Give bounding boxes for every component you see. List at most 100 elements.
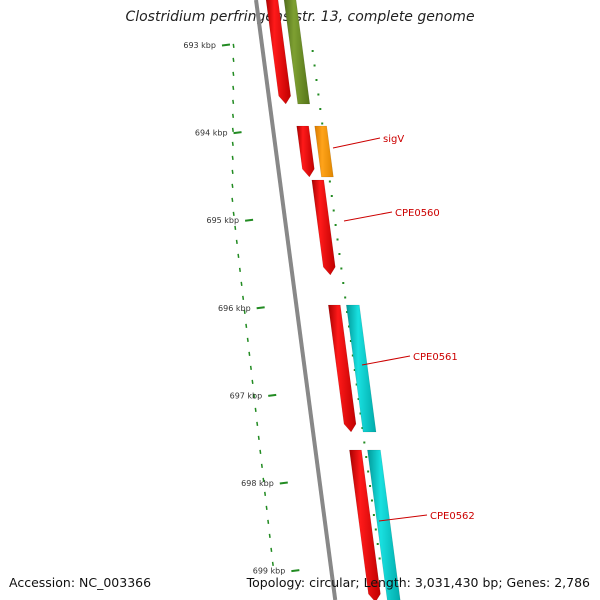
outer-ring-dot bbox=[313, 64, 316, 67]
kbp-tick-label: 693 kbp bbox=[183, 41, 216, 50]
ring-dot bbox=[259, 449, 262, 454]
gene-label[interactable]: CPE0561 bbox=[413, 352, 458, 363]
cyan-feature-bar[interactable] bbox=[367, 449, 401, 600]
outer-ring-dot bbox=[363, 441, 366, 444]
outer-ring-dot bbox=[338, 253, 341, 255]
cds-arrow[interactable] bbox=[349, 449, 381, 600]
sigv-feature-bar[interactable] bbox=[314, 125, 334, 178]
ring-dot bbox=[267, 519, 270, 524]
cds-arrow[interactable] bbox=[328, 304, 357, 433]
outer-ring-dot bbox=[349, 340, 352, 342]
label-leader-line bbox=[378, 514, 428, 522]
ring-dot bbox=[270, 547, 273, 552]
ring-dot bbox=[238, 267, 241, 272]
ring-dot bbox=[231, 141, 234, 146]
ring-dot bbox=[271, 561, 274, 566]
gc-dotted-ring bbox=[231, 43, 274, 566]
outer-ring-dot bbox=[370, 499, 373, 502]
gene-label[interactable]: CPE0560 bbox=[395, 208, 440, 219]
ring-dot bbox=[232, 113, 235, 118]
outer-ring-dot bbox=[328, 180, 331, 183]
cds-arrow[interactable] bbox=[265, 0, 291, 105]
outer-ring-dot bbox=[353, 369, 356, 371]
gene-label[interactable]: CPE0562 bbox=[430, 511, 475, 522]
kbp-tick-label: 695 kbp bbox=[206, 216, 239, 225]
olive-feature-bar[interactable] bbox=[283, 0, 311, 105]
ring-dot bbox=[234, 225, 237, 230]
outer-ring-dot bbox=[359, 412, 362, 415]
kbp-tick bbox=[244, 218, 254, 222]
outer-dotted-ring bbox=[311, 50, 381, 560]
feature-track bbox=[265, 0, 401, 600]
ring-dot bbox=[246, 337, 249, 342]
ring-dot bbox=[260, 463, 263, 468]
ring-dot bbox=[248, 351, 251, 356]
outer-ring-dot bbox=[374, 528, 377, 531]
kbp-tick-label: 696 kbp bbox=[218, 304, 251, 313]
kbp-tick bbox=[268, 393, 277, 397]
kbp-ruler: 693 kbp 694 kbp 695 kbp 696 kbp 697 kbp 698 k… bbox=[183, 41, 300, 576]
accession-text: Accession: NC_003366 bbox=[9, 575, 152, 590]
outer-ring-dot bbox=[340, 267, 343, 270]
kbp-tick bbox=[233, 131, 242, 135]
outer-ring-dot bbox=[351, 354, 354, 357]
ring-dot bbox=[231, 155, 234, 160]
kbp-tick bbox=[256, 306, 265, 310]
kbp-tick bbox=[279, 481, 288, 485]
ring-dot bbox=[251, 379, 254, 384]
outer-ring-dot bbox=[330, 195, 333, 197]
ring-dot bbox=[265, 505, 268, 510]
outer-ring-dot bbox=[317, 93, 320, 96]
backbone-line bbox=[254, 0, 338, 600]
ring-dot bbox=[231, 183, 234, 188]
ring-dot bbox=[243, 309, 246, 314]
kbp-tick-label: 697 kbp bbox=[230, 391, 263, 400]
outer-ring-dot bbox=[342, 282, 345, 284]
outer-ring-dot bbox=[357, 398, 360, 400]
ring-dot bbox=[249, 365, 252, 370]
outer-ring-dot bbox=[378, 557, 381, 560]
ring-dot bbox=[256, 421, 259, 426]
ring-dot bbox=[268, 533, 271, 538]
map-title: Clostridium perfringens str. 13, complet… bbox=[125, 9, 475, 25]
outer-ring-dot bbox=[336, 238, 339, 241]
ring-dot bbox=[264, 491, 267, 496]
genome-summary-text: Topology: circular; Length: 3,031,430 bp… bbox=[246, 575, 590, 590]
kbp-tick bbox=[291, 569, 300, 573]
outer-ring-dot bbox=[344, 296, 347, 299]
ring-dot bbox=[245, 323, 248, 328]
outer-ring-dot bbox=[365, 456, 368, 458]
ring-dot bbox=[237, 253, 240, 258]
outer-ring-dot bbox=[361, 427, 364, 429]
cds-arrow[interactable] bbox=[296, 125, 315, 178]
outer-ring-dot bbox=[355, 383, 358, 386]
outer-ring-dot bbox=[311, 50, 314, 52]
genome-backbone bbox=[254, 0, 338, 600]
outer-ring-dot bbox=[376, 543, 379, 545]
ring-dot bbox=[253, 393, 256, 398]
ring-dot bbox=[232, 57, 235, 62]
ring-dot bbox=[231, 197, 234, 202]
ring-dot bbox=[240, 281, 243, 286]
outer-ring-dot bbox=[321, 122, 324, 125]
cyan-feature-bar[interactable] bbox=[346, 304, 377, 433]
ring-dot bbox=[257, 435, 260, 440]
outer-ring-dot bbox=[367, 470, 370, 473]
outer-ring-dot bbox=[319, 108, 322, 110]
outer-ring-dot bbox=[332, 209, 335, 212]
kbp-tick-label: 699 kbp bbox=[253, 567, 286, 576]
cds-arrow[interactable] bbox=[311, 179, 336, 276]
kbp-tick-label: 698 kbp bbox=[241, 479, 274, 488]
ring-dot bbox=[232, 71, 235, 76]
outer-ring-dot bbox=[334, 224, 337, 226]
ring-dot bbox=[262, 477, 265, 482]
kbp-tick bbox=[221, 43, 231, 47]
outer-ring-dot bbox=[346, 311, 349, 313]
outer-ring-dot bbox=[348, 325, 351, 328]
label-leader-line bbox=[343, 211, 393, 222]
label-leader-line bbox=[332, 137, 381, 149]
ring-dot bbox=[232, 99, 235, 104]
outer-ring-dot bbox=[369, 485, 372, 487]
gene-label[interactable]: sigV bbox=[383, 134, 404, 145]
